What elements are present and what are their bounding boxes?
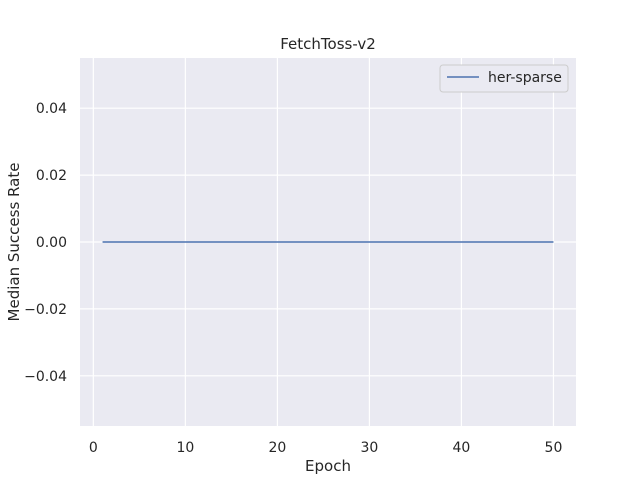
y-tick-label: −0.04 (24, 369, 67, 385)
x-tick-label: 50 (545, 440, 563, 456)
x-axis-label: Epoch (305, 457, 351, 475)
y-tick-label: 0.00 (36, 235, 67, 251)
x-tick-label: 40 (453, 440, 471, 456)
x-tick-label: 20 (268, 440, 286, 456)
y-tick-label: −0.02 (24, 302, 67, 318)
y-tick-label: 0.04 (36, 101, 67, 117)
x-tick-label: 30 (360, 440, 378, 456)
legend-label-her-sparse: her-sparse (488, 70, 562, 86)
chart-title: FetchToss-v2 (280, 35, 376, 53)
legend: her-sparse (439, 64, 569, 93)
y-axis-label: Median Success Rate (5, 163, 23, 322)
y-tick-label: 0.02 (36, 168, 67, 184)
y-tick-labels: 0.04 0.02 0.00 −0.02 −0.04 (24, 101, 67, 385)
legend-box (439, 64, 569, 93)
x-tick-label: 0 (89, 440, 98, 456)
x-tick-labels: 0 10 20 30 40 50 (89, 440, 562, 456)
x-tick-label: 10 (176, 440, 194, 456)
